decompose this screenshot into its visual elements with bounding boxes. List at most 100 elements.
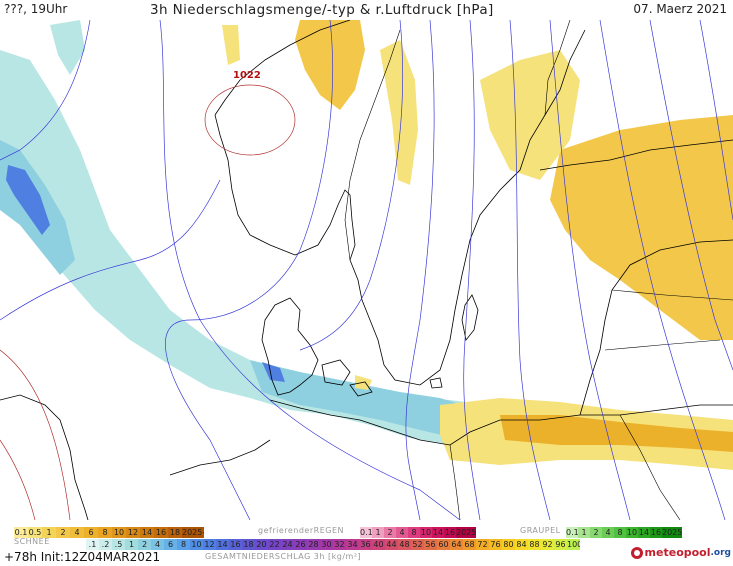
legend-cell: 16 [229,539,242,550]
border-estonia-latvia [611,289,733,301]
isobar-low-1 [0,349,71,521]
snow-area-heavy-2 [262,362,285,382]
isobar-3 [299,19,404,351]
isobar-7 [549,19,631,521]
freezing-rain-label: gefrierenderREGEN [258,526,344,535]
legend-cell: 12 [203,539,216,550]
isobar-2 [164,19,334,521]
legend-cell: 28 [307,539,320,550]
sweden-coast [349,29,586,386]
legend-cell: 34 [346,539,359,550]
snow-band [0,20,490,445]
isobar-8 [599,19,726,521]
snow-area-upper-left [50,20,85,75]
header-bar: ???, 19Uhr 3h Niederschlagsmenge/-typ & … [0,0,733,20]
border-germany-poland [449,444,461,521]
legend-cell: 0.5 [28,527,42,538]
legend-cell: 80 [502,539,515,550]
snow-area-heavy [6,165,50,235]
snow-label: SCHNEE [14,537,50,546]
legend-cell: .1 [86,539,99,550]
isobar-low-2 [0,439,36,521]
border-norway-sweden [344,29,401,261]
border-poland-east [619,414,681,521]
isobar-9 [649,19,733,371]
graupel-label: GRAUPEL [520,526,561,535]
gotland [461,294,479,341]
legend-cell: 84 [515,539,528,550]
isobar-1 [159,19,461,521]
legend-cell: 1 [42,527,56,538]
legend-cell: 14 [638,527,650,538]
bornholm [429,377,443,389]
legend-cell: 4 [70,527,84,538]
legend-cell: 6 [84,527,98,538]
isobars [0,19,733,521]
legend-cell: 4 [151,539,164,550]
legend-cell: 6 [164,539,177,550]
legend-cell: 2 [138,539,151,550]
british-coast [0,394,89,521]
norway-coast [214,19,356,261]
pressure-label: 1022 [233,70,261,81]
isobar-12 [0,19,91,161]
legend-cell: 1 [578,527,590,538]
snow-legend-bar: .1.2.5 1 2 4 6 8 10 12 14 16 18 20 22 24 26 28 30 32 34 36 4… [86,539,580,550]
legend-cell: 8 [408,527,420,538]
legend-cell: 24 [281,539,294,550]
legend-cell: 2025+ [662,527,682,538]
total-precip-label: GESAMTNIEDERSCHLAG 3h [kg/m²] [205,552,362,561]
legend-cell: 8 [177,539,190,550]
isobar-5 [463,19,481,521]
legend-cell: 0.1 [360,527,372,538]
border-latvia-lithuania [604,339,721,351]
finland-coast [539,139,733,171]
rain-area-norway-2 [380,40,418,185]
legend-cell: 8 [614,527,626,538]
map-title: 3h Niederschlagsmenge/-typ & r.Luftdruck… [150,2,494,18]
legend-cell: 64 [450,539,463,550]
legend-cell: 48 [398,539,411,550]
rain-area-norway [295,20,365,110]
legend-cell: 14 [432,527,444,538]
legend-cell: 12 [126,527,140,538]
denmark-coast [261,297,319,396]
legend-cell: 30 [320,539,333,550]
legend-cell: 10 [190,539,203,550]
legend-cell: 16 [154,527,168,538]
snow-area-danish [250,360,488,438]
logo-icon [630,546,643,559]
legend-cell: 2 [56,527,70,538]
legend-cell: 100 [567,539,580,550]
forecast-date: 07. Maerz 2021 [633,2,727,16]
legend-cell: .2 [99,539,112,550]
legend-cell: 52 [411,539,424,550]
legend-cell: 40 [372,539,385,550]
legend-cell: 14 [140,527,154,538]
high-pressure-ring [204,84,296,156]
legend-cell: 1 [125,539,138,550]
legend-cell: 18 [242,539,255,550]
legend-cell: 92 [541,539,554,550]
rain-area-small [222,25,240,65]
legend-cell: 72 [476,539,489,550]
legend-cell: .5 [112,539,125,550]
run-info: +78h Init:12Z04MAR2021 [4,550,161,564]
germany-poland-coast [269,399,733,446]
legend-cell: 96 [554,539,567,550]
legend-cell: 26 [294,539,307,550]
isobar-11 [0,179,221,321]
legend-cell: 88 [528,539,541,550]
legend-cell: 2 [590,527,602,538]
legend-cell: 44 [385,539,398,550]
rain-area-south-heavy [500,415,733,452]
logo-text: meteopool [644,546,711,559]
legend-cell: 4 [396,527,408,538]
isobar-6 [509,19,551,521]
isobars-low [0,84,296,521]
legend-cell: 68 [463,539,476,550]
